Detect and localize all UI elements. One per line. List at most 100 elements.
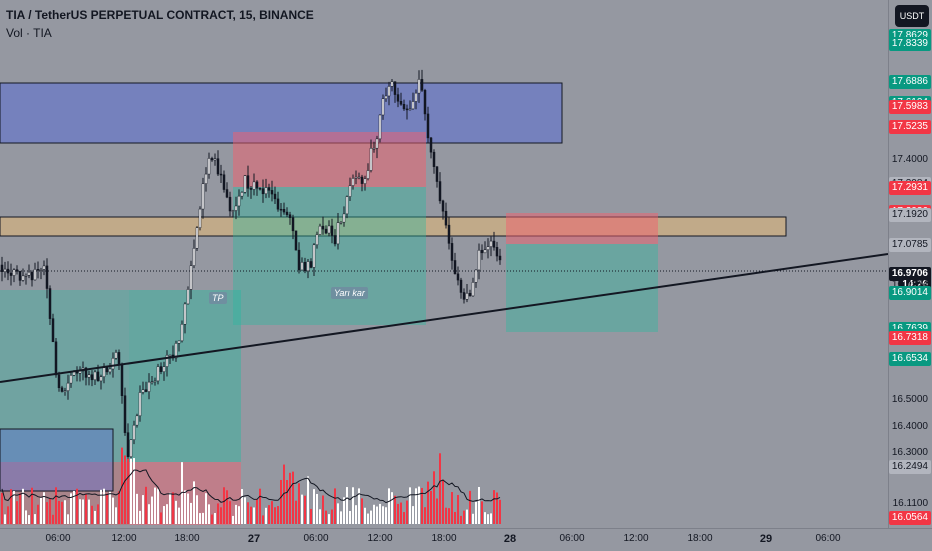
candle-body	[318, 225, 322, 235]
volume-bar	[247, 502, 249, 524]
price-label: 17.2931	[888, 181, 931, 196]
candle-body	[123, 395, 127, 433]
candle-body	[93, 371, 97, 381]
volume-bar	[79, 499, 81, 524]
volume-bar	[286, 480, 288, 524]
volume-bar	[64, 500, 66, 524]
volume-bar	[154, 487, 156, 524]
price-chart-svg[interactable]	[0, 0, 888, 528]
volume-bar	[394, 495, 396, 524]
candle-body	[372, 147, 376, 150]
candle-body	[489, 240, 493, 247]
volume-bar	[46, 502, 48, 524]
price-label: 17.5983	[888, 99, 931, 114]
volume-bar	[82, 499, 84, 524]
volume-bar	[406, 500, 408, 524]
time-label: 06:00	[559, 533, 585, 544]
candle-body	[477, 249, 481, 271]
currency-button[interactable]: USDT	[895, 5, 929, 27]
candle-body	[105, 367, 109, 373]
volume-bar	[361, 498, 363, 524]
volume-bar	[277, 506, 279, 524]
candle-body	[177, 340, 181, 344]
candle-body	[15, 269, 19, 272]
volume-bar	[343, 497, 345, 524]
volume-bar	[52, 514, 54, 524]
volume-bar	[169, 492, 171, 524]
candle-body	[3, 268, 7, 272]
symbol-title[interactable]: TIA / TetherUS PERPETUAL CONTRACT, 15, B…	[6, 8, 314, 22]
candle-body	[405, 108, 409, 111]
price-label: 16.6534	[888, 351, 931, 366]
volume-bar	[88, 499, 90, 524]
volume-bar	[436, 498, 438, 524]
candle-body	[237, 195, 241, 207]
volume-bar	[418, 486, 420, 524]
candle-body	[48, 288, 52, 319]
time-axis[interactable]: 06:00 12:00 18:00 27 06:00 12:00 18:00 28 06:00 1…	[0, 528, 932, 551]
volume-bar	[196, 495, 198, 524]
volume-bar	[91, 505, 93, 524]
short-position-profit-zone	[506, 244, 658, 332]
candle-body	[18, 271, 22, 281]
candle-body	[414, 92, 418, 102]
volume-bar	[373, 504, 375, 524]
candle-body	[363, 178, 367, 184]
volume-bar	[175, 500, 177, 524]
volume-bar	[385, 507, 387, 524]
candle-body	[213, 158, 217, 161]
candle-body	[417, 79, 421, 94]
volume-bar	[28, 515, 30, 524]
price-axis[interactable]: USDT 17.862917.833917.688617.610417.5983…	[888, 0, 932, 528]
volume-bar	[433, 471, 435, 524]
candle-body	[174, 343, 178, 359]
volume-bar	[349, 510, 351, 524]
candle-body	[168, 354, 172, 357]
volume-indicator-label[interactable]: Vol · TIA	[6, 26, 52, 40]
candle-body	[21, 275, 25, 281]
candle-body	[165, 354, 169, 367]
volume-bar	[115, 507, 117, 524]
volume-bar	[67, 514, 69, 524]
volume-bar	[148, 504, 150, 524]
volume-bar	[307, 476, 309, 524]
volume-bar	[328, 514, 330, 524]
volume-bar	[304, 495, 306, 524]
candle-body	[63, 390, 67, 392]
short-position-stop-zone	[233, 132, 426, 187]
price-label: 16.4000	[891, 420, 928, 432]
volume-bar	[499, 499, 501, 524]
candle-body	[261, 188, 265, 195]
volume-bar	[346, 487, 348, 524]
volume-bar	[283, 464, 285, 524]
volume-bar	[472, 513, 474, 524]
candle-body	[138, 392, 142, 417]
volume-bar	[163, 506, 165, 524]
price-label: 16.9014	[888, 285, 931, 300]
chart-header: TIA / TetherUS PERPETUAL CONTRACT, 15, B…	[6, 8, 314, 40]
volume-bar	[55, 487, 57, 524]
volume-bar	[232, 515, 234, 524]
time-label: 29	[759, 533, 773, 545]
candle-body	[360, 176, 364, 184]
candle-body	[234, 205, 238, 211]
candle-body	[219, 173, 223, 176]
volume-bar	[136, 493, 138, 524]
volume-bar	[61, 501, 63, 524]
volume-bar	[478, 486, 480, 524]
candle-body	[351, 178, 355, 186]
candle-body	[321, 225, 325, 230]
chart-area[interactable]: TP Yarı kar	[0, 0, 888, 528]
price-label: 17.0785	[888, 238, 931, 253]
price-label: 16.5000	[891, 393, 928, 405]
candle-body	[129, 439, 133, 457]
volume-bar	[85, 494, 87, 524]
volume-bar	[442, 479, 444, 524]
candle-body	[279, 208, 283, 211]
volume-bar	[379, 503, 381, 524]
candle-body	[288, 214, 292, 218]
price-label: 16.3000	[891, 447, 928, 459]
trend-line	[0, 253, 888, 383]
volume-bar	[34, 514, 36, 524]
candle-body	[492, 240, 496, 248]
